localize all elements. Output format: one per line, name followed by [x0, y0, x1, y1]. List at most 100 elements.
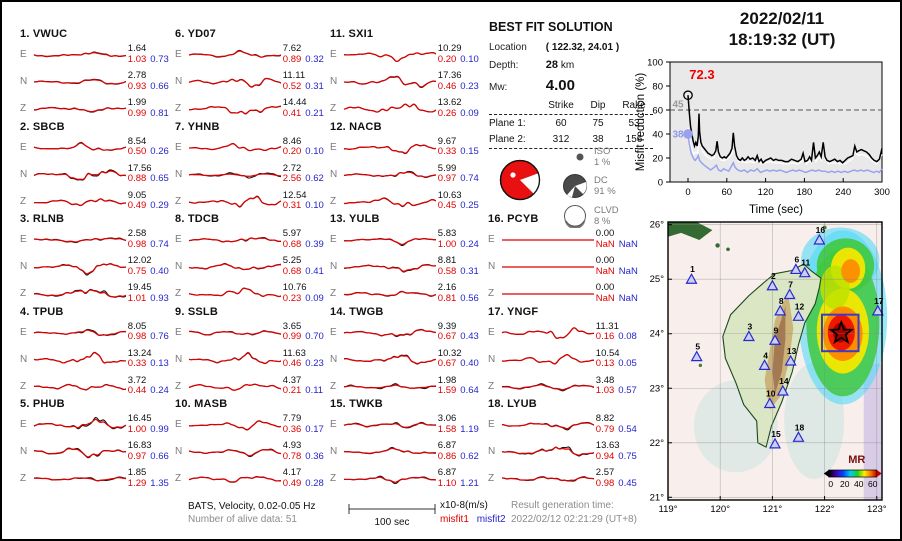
misfit1-value: 0.33 — [127, 358, 147, 369]
station-block-RLNB: 3. RLNB E 2.58 0.98 0.74 N 12.02 0.75 0.40 Z 19.45… — [20, 213, 172, 307]
channel-row: Z 4.17 0.49 0.28 — [175, 465, 327, 492]
misfit2-value: 0.57 — [618, 385, 637, 396]
lat-tick-label: 23° — [650, 383, 665, 394]
misfit2-value: 0.64 — [460, 385, 479, 396]
lat-tick-label: 24° — [650, 329, 665, 340]
channel-label: E — [488, 234, 495, 245]
misfit2-value: 0.75 — [618, 450, 637, 462]
misfit2-value: 0.05 — [618, 358, 637, 369]
channel-row: N 13.63 0.94 0.75 — [488, 438, 640, 465]
amplitude-value: 4.17 — [282, 467, 302, 478]
channel-label: E — [330, 234, 337, 245]
misfit-reduction-plot: 0 20 40 60 80 100 0 60 120 180 240 300 72.3 45 38 Time … — [635, 58, 890, 217]
misfit2-value: NaN — [618, 265, 638, 277]
amplitude-value: 10.76 — [282, 282, 307, 293]
depth-value: 28 — [545, 59, 559, 71]
waveform — [34, 106, 126, 113]
channel-label: N — [20, 168, 28, 180]
waveform — [189, 142, 281, 151]
x-axis-label: Time (sec) — [749, 204, 803, 216]
waveform — [34, 141, 126, 151]
amplitude-value: 2.57 — [595, 467, 615, 478]
waveform — [189, 329, 281, 336]
channel-row: N 5.25 0.68 0.41 — [175, 253, 327, 280]
misfit2-value: 0.54 — [618, 423, 637, 435]
amplitude-value: 16.83 — [127, 440, 152, 451]
amplitude-value: 12.02 — [127, 255, 152, 266]
waveform — [189, 77, 281, 88]
fit-values: 4.37 0.21 0.11 — [283, 375, 327, 397]
misfit2-value: 0.08 — [618, 331, 637, 342]
misfit2-value: 0.21 — [305, 107, 324, 119]
amplitude-value: 17.56 — [127, 162, 152, 174]
channel-label: Z — [175, 473, 182, 484]
misfit2-value: 0.39 — [305, 238, 324, 250]
channel-row: E 8.54 0.50 0.26 — [20, 134, 172, 161]
fit-values: 5.97 0.68 0.39 — [283, 228, 327, 250]
channel-label: Z — [488, 380, 495, 392]
station-marker-icon — [763, 397, 776, 409]
waveform — [502, 421, 594, 431]
waveform — [502, 293, 594, 295]
misfit2-value: 0.15 — [460, 146, 479, 157]
station-marker-label: 12 — [795, 301, 805, 311]
misfit1-value: 0.88 — [127, 173, 147, 184]
channel-label: E — [330, 326, 337, 338]
station-block-TWGB: 14. TWGB E 9.39 0.67 0.43 N 10.32 0.67 0.40 Z 1.98… — [330, 306, 482, 400]
misfit1-value: 0.16 — [595, 331, 615, 342]
misfit1-value: 0.98 — [127, 331, 147, 342]
channel-label: Z — [175, 380, 182, 392]
misfit1-value: 0.52 — [282, 80, 302, 92]
beachball-icon — [499, 159, 541, 201]
channel-label: E — [330, 49, 337, 60]
waveform — [189, 420, 281, 431]
channel-row: N 12.02 0.75 0.40 — [20, 253, 172, 280]
channel-label: N — [488, 353, 496, 365]
plane2-dip: 38 — [592, 134, 604, 145]
channel-label: N — [20, 76, 28, 87]
channel-label: Z — [330, 195, 337, 207]
fit-values: 2.72 2.56 0.62 — [282, 163, 327, 185]
fit-values: 12.54 0.31 0.10 — [283, 190, 327, 212]
channel-row: E 7.62 0.89 0.32 — [175, 41, 327, 68]
channel-row: Z 2.16 0.81 0.56 — [330, 280, 482, 307]
plane2-rake: 156 — [625, 134, 643, 145]
channel-row: N 11.11 0.52 0.31 — [175, 68, 327, 95]
station-marker-icon — [798, 266, 811, 278]
fit-values: 13.24 0.33 0.13 — [127, 347, 172, 370]
y-tick-label: 80 — [652, 82, 663, 93]
misfit1-value: 0.13 — [595, 358, 615, 369]
fit-values: 1.99 0.99 0.81 — [128, 97, 172, 119]
waveform — [344, 382, 436, 389]
misfit2-value: 0.31 — [460, 265, 479, 277]
station-title: 16. PCYB — [488, 213, 539, 225]
channel-label: E — [175, 419, 182, 430]
station-block-SBCB: 2. SBCB E 8.54 0.50 0.26 N 17.56 0.88 0.65 Z 9.05 0… — [20, 121, 172, 215]
amplitude-value: 13.24 — [127, 347, 152, 359]
y-tick-label: 60 — [652, 106, 663, 117]
amplitude-value: 2.16 — [437, 282, 457, 293]
misfit2-value: NaN — [618, 238, 638, 250]
waveform — [189, 262, 281, 271]
station-marker-label: 17 — [874, 296, 884, 306]
misfit2-value: 0.11 — [305, 385, 324, 396]
channel-row: N 13.24 0.33 0.13 — [20, 346, 172, 373]
misfit2-value: 0.10 — [460, 53, 479, 65]
fit-values: 19.45 1.01 0.93 — [128, 282, 172, 304]
fit-values: 1.98 1.59 0.64 — [438, 375, 482, 397]
fit-values: 6.87 0.86 0.62 — [438, 440, 482, 462]
misfit2-value: 0.24 — [460, 238, 479, 250]
waveform — [344, 328, 436, 337]
channel-row: E 1.64 1.03 0.73 — [20, 41, 172, 68]
fit-values: 13.63 0.94 0.75 — [596, 440, 640, 462]
fit-values: 5.83 1.00 0.24 — [438, 228, 482, 250]
clvd-pct: 8 % — [594, 216, 611, 227]
colorbar-tick-label: 20 — [840, 479, 850, 489]
channel-label: Z — [175, 103, 182, 114]
misfit1-value: 2.56 — [282, 173, 302, 184]
channel-row: Z 12.54 0.31 0.10 — [175, 188, 327, 215]
channel-row: Z 2.57 0.98 0.45 — [488, 465, 640, 492]
channel-label: N — [330, 353, 338, 365]
amplitude-value: 0.00 — [595, 228, 615, 239]
misfit2-value: 0.65 — [150, 173, 169, 184]
